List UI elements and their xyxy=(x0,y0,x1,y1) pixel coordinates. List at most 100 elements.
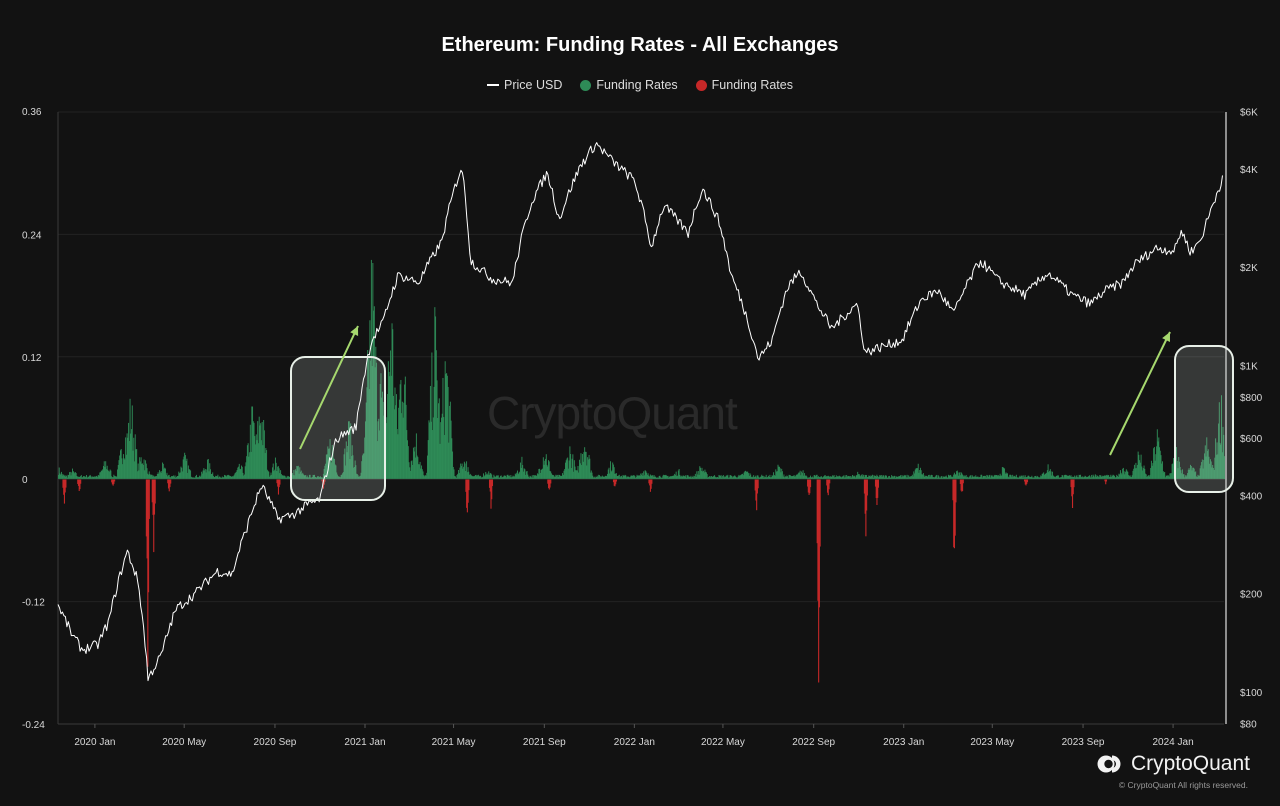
funding-positive-bar xyxy=(1028,475,1030,480)
funding-positive-bar xyxy=(272,467,273,480)
funding-positive-bar xyxy=(610,471,612,480)
funding-positive-bar xyxy=(1211,467,1213,480)
funding-positive-bar xyxy=(1106,474,1108,480)
funding-positive-bar xyxy=(717,477,718,480)
funding-positive-bar xyxy=(212,475,214,480)
funding-negative-bar xyxy=(953,479,955,548)
funding-positive-bar xyxy=(491,474,493,480)
funding-positive-bar xyxy=(657,477,659,480)
legend-item-funding-positive[interactable]: Funding Rates xyxy=(580,78,678,92)
funding-positive-bar xyxy=(503,475,505,480)
funding-positive-bar xyxy=(1054,476,1056,480)
y-right-tick-label: $80 xyxy=(1240,720,1257,731)
funding-negative-bar xyxy=(962,479,964,491)
funding-positive-bar xyxy=(85,477,87,480)
funding-positive-bar xyxy=(1032,477,1034,480)
funding-positive-bar xyxy=(468,471,470,480)
funding-positive-bar xyxy=(511,477,513,480)
funding-positive-bar xyxy=(974,476,976,480)
funding-positive-bar xyxy=(95,476,97,480)
funding-positive-bar xyxy=(416,455,418,480)
funding-positive-bar xyxy=(758,477,760,480)
funding-positive-bar xyxy=(1024,477,1025,480)
funding-positive-bar xyxy=(952,476,954,480)
funding-positive-bar xyxy=(224,474,225,480)
funding-positive-bar xyxy=(224,475,226,480)
funding-positive-bar xyxy=(863,474,865,480)
funding-positive-bar xyxy=(654,476,656,480)
funding-positive-bar xyxy=(778,466,780,480)
funding-positive-bar xyxy=(551,474,553,480)
funding-positive-bar xyxy=(969,475,971,480)
funding-positive-bar xyxy=(1201,462,1203,480)
funding-positive-bar xyxy=(374,367,376,480)
funding-negative-bar xyxy=(147,479,149,667)
funding-positive-bar xyxy=(148,471,150,480)
funding-positive-bar xyxy=(1171,464,1173,480)
funding-positive-bar xyxy=(823,476,825,480)
funding-positive-bar xyxy=(773,474,775,480)
funding-positive-bar xyxy=(776,471,778,480)
y-right-tick-label: $400 xyxy=(1240,491,1263,502)
funding-positive-bar xyxy=(908,476,910,480)
funding-positive-bar xyxy=(1066,475,1068,480)
funding-positive-bar xyxy=(1119,474,1121,480)
funding-positive-bar xyxy=(1193,467,1194,480)
funding-positive-bar xyxy=(382,401,384,480)
funding-negative-bar xyxy=(489,479,491,492)
funding-negative-bar xyxy=(874,479,877,487)
funding-positive-bar xyxy=(350,423,352,480)
y-left-tick-label: -0.24 xyxy=(22,720,45,731)
funding-positive-bar xyxy=(386,417,388,480)
y-left-tick-label: -0.12 xyxy=(22,598,45,609)
funding-negative-bar xyxy=(827,479,829,496)
funding-positive-bar xyxy=(925,475,927,480)
funding-positive-bar xyxy=(846,475,848,480)
funding-negative-bar xyxy=(863,479,865,494)
funding-positive-bar xyxy=(1217,454,1219,480)
funding-positive-bar xyxy=(1045,473,1047,480)
funding-positive-bar xyxy=(536,473,538,480)
funding-positive-bar xyxy=(916,468,918,480)
funding-positive-bar xyxy=(846,476,848,480)
funding-positive-bar xyxy=(398,407,400,480)
funding-positive-bar xyxy=(273,471,275,480)
funding-positive-bar xyxy=(982,475,984,480)
funding-positive-bar xyxy=(634,476,636,480)
funding-positive-bar xyxy=(704,469,706,480)
funding-positive-bar xyxy=(596,475,598,480)
funding-positive-bar xyxy=(1125,471,1127,480)
funding-positive-bar xyxy=(331,444,333,480)
funding-positive-bar xyxy=(603,476,605,480)
funding-positive-bar xyxy=(1029,476,1031,480)
funding-positive-bar xyxy=(1057,475,1059,480)
funding-positive-bar xyxy=(862,476,864,480)
funding-positive-bar xyxy=(188,468,190,480)
funding-positive-bar xyxy=(540,470,542,480)
funding-positive-bar xyxy=(1094,474,1096,480)
funding-positive-bar xyxy=(902,476,904,480)
funding-positive-bar xyxy=(414,446,416,480)
funding-positive-bar xyxy=(474,475,476,480)
funding-positive-bar xyxy=(300,470,302,480)
funding-positive-bar xyxy=(669,476,671,480)
funding-positive-bar xyxy=(210,469,211,480)
funding-positive-bar xyxy=(787,476,789,480)
funding-positive-bar xyxy=(409,467,411,480)
funding-positive-bar xyxy=(761,474,763,480)
funding-positive-bar xyxy=(869,476,871,480)
funding-positive-bar xyxy=(229,476,231,480)
funding-positive-bar xyxy=(350,456,352,480)
funding-positive-bar xyxy=(1071,476,1073,480)
funding-positive-bar xyxy=(111,477,113,480)
funding-positive-bar xyxy=(712,476,714,480)
funding-positive-bar xyxy=(225,475,227,480)
funding-positive-bar xyxy=(1072,476,1074,480)
funding-positive-bar xyxy=(170,476,172,480)
funding-positive-bar xyxy=(260,423,262,480)
funding-positive-bar xyxy=(466,461,468,480)
legend-item-funding-negative[interactable]: Funding Rates xyxy=(695,78,793,92)
legend-item-price[interactable]: Price USD xyxy=(487,78,562,92)
funding-positive-bar xyxy=(112,477,114,480)
funding-positive-bar xyxy=(747,471,749,480)
